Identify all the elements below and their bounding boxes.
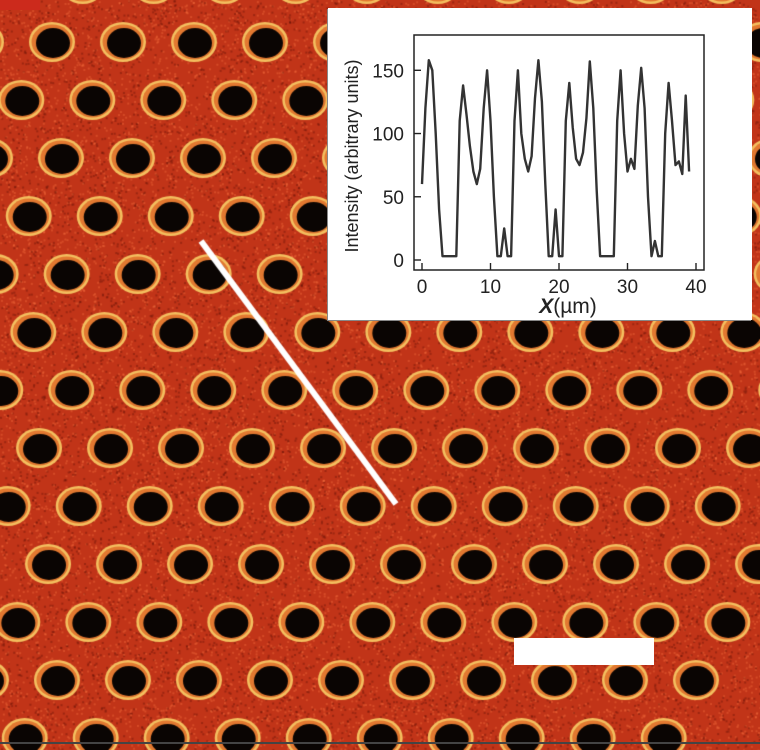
x-tick-label: 10 [480,277,501,298]
bottom-border-line [0,742,760,744]
y-tick-label: 150 [372,61,404,82]
x-axis-symbol: X [538,295,555,318]
y-tick-label: 0 [393,251,404,272]
plot-frame [413,34,705,271]
scale-bar [514,638,654,665]
intensity-line-chart: 0 50 100 150 0 10 20 30 40 Intensity (arbitrary… [342,34,707,318]
x-tick-label: 20 [548,277,569,298]
x-axis-unit: (µm) [553,295,597,318]
x-tick-label: 40 [685,277,706,298]
x-tick-label: 0 [417,277,428,298]
x-axis: 0 10 20 30 40 [417,263,707,298]
x-axis-label: X(µm) [538,295,597,318]
y-axis: 0 50 100 150 [372,61,421,272]
intensity-profile-inset: 0 50 100 150 0 10 20 30 40 Intensity (arbitrary… [328,8,752,320]
y-tick-label: 50 [383,188,404,209]
panel-label-badge [0,0,40,10]
intensity-series-line [420,59,691,258]
x-tick-label: 30 [617,277,638,298]
y-tick-label: 100 [372,125,404,146]
y-axis-label: Intensity (arbitrary units) [342,59,362,252]
